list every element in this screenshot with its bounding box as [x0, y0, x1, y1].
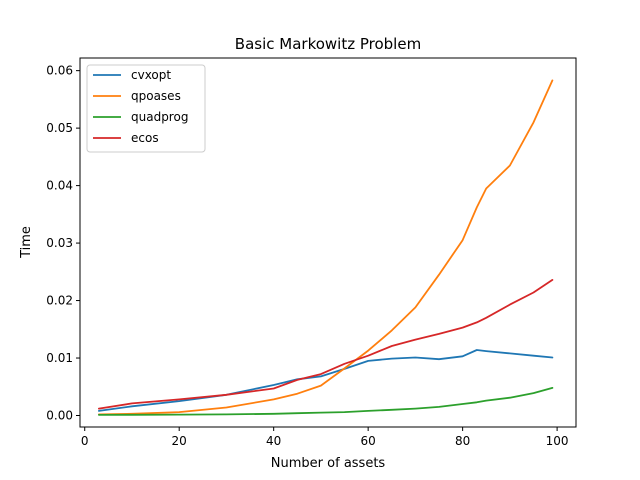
y-tick-label: 0.06 [46, 64, 73, 78]
y-tick-label: 0.02 [46, 294, 73, 308]
y-axis: 0.00 0.01 0.02 0.03 0.04 0.05 0.06 [46, 64, 80, 423]
series-line-quadprog [98, 386, 554, 416]
chart-title: Basic Markowitz Problem [235, 35, 421, 53]
x-tick-label: 80 [455, 434, 470, 448]
x-tick-label: 40 [266, 434, 281, 448]
legend-label-qpoases: qpoases [131, 89, 181, 103]
legend-label-ecos: ecos [131, 131, 159, 145]
y-tick-label: 0.00 [46, 409, 73, 423]
legend-label-cvxopt: cvxopt [131, 68, 171, 82]
y-tick-label: 0.01 [46, 351, 73, 365]
legend-box [86, 64, 206, 153]
y-tick-label: 0.05 [46, 121, 73, 135]
x-tick-label: 20 [172, 434, 187, 448]
series-line-qpoases [98, 79, 554, 416]
series-line-ecos [98, 278, 554, 410]
x-axis-label: Number of assets [271, 456, 386, 471]
plot-frame [79, 57, 577, 428]
x-tick-label: 60 [361, 434, 376, 448]
plot-area [98, 79, 554, 416]
x-axis: 0 20 40 60 80 100 [81, 427, 569, 448]
y-tick-label: 0.04 [46, 179, 73, 193]
legend: cvxopt qpoases quadprog ecos [86, 64, 206, 153]
x-tick-label: 0 [81, 434, 89, 448]
y-axis-label: Time [19, 226, 34, 259]
y-tick-label: 0.03 [46, 236, 73, 250]
legend-label-quadprog: quadprog [131, 110, 188, 124]
x-tick-label: 100 [546, 434, 569, 448]
